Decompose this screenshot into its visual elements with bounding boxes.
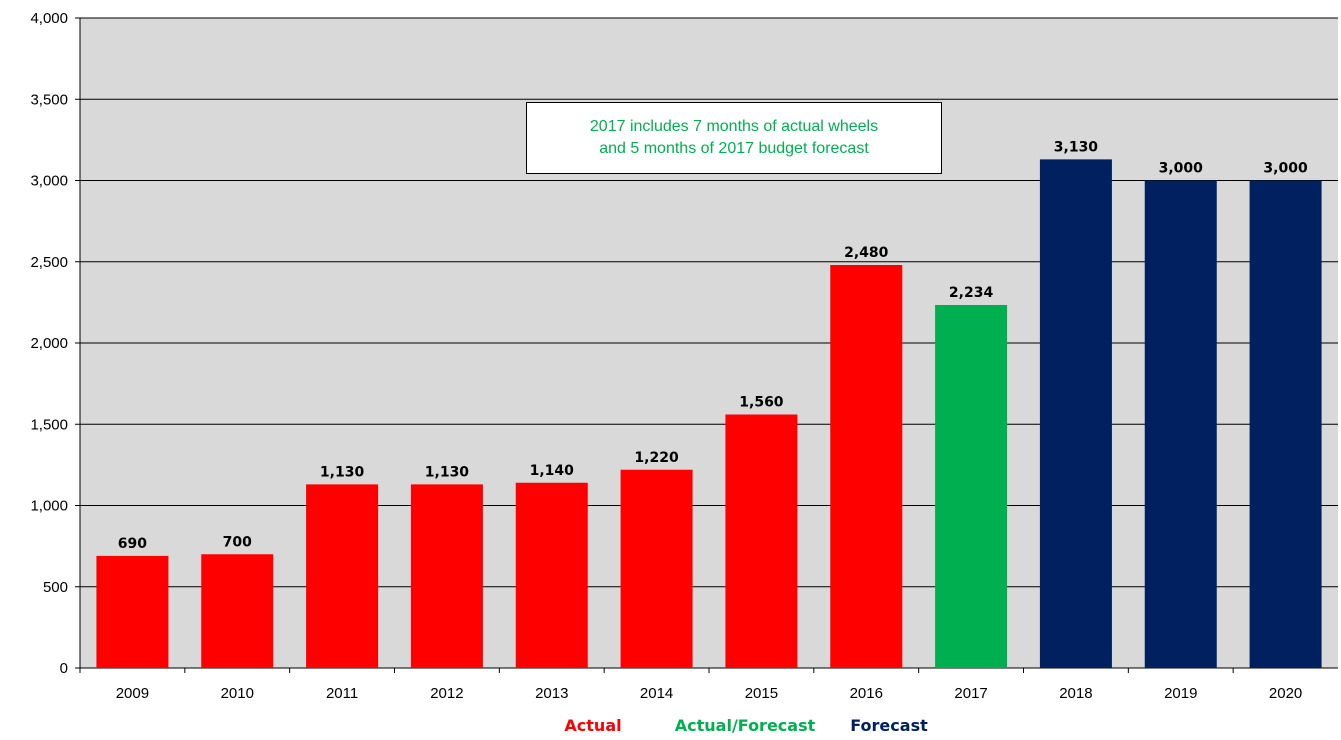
data-label-2015: 1,560 [739,395,784,411]
bar-2009 [96,555,169,668]
bar-2013 [515,482,588,668]
y-tick-label: 2,000 [30,335,68,352]
x-tick-label-2012: 2012 [430,685,463,702]
x-tick-label-2019: 2019 [1164,685,1197,702]
y-tick-label: 1,000 [30,498,68,515]
bar-2017 [935,304,1008,668]
x-tick-label-2014: 2014 [640,685,673,702]
data-label-2013: 1,140 [530,463,575,479]
bar-2019 [1144,180,1217,668]
data-label-2017: 2,234 [949,285,994,301]
data-label-2014: 1,220 [634,450,679,466]
x-tick-label-2016: 2016 [850,685,883,702]
data-label-2018: 3,130 [1054,139,1099,155]
x-tick-label-2020: 2020 [1269,685,1302,702]
x-tick-label-2017: 2017 [954,685,987,702]
annotation-line-2: and 5 months of 2017 budget forecast [599,140,869,157]
bar-2016 [830,265,903,668]
annotation-line-1: 2017 includes 7 months of actual wheels [589,118,879,135]
y-tick-label: 1,500 [30,416,68,433]
data-label-2016: 2,480 [844,245,889,261]
data-label-2019: 3,000 [1159,161,1204,177]
legend-item-actual-forecast: Actual/Forecast [675,716,816,735]
x-tick-label-2013: 2013 [535,685,568,702]
data-label-2011: 1,130 [320,464,365,480]
x-tick-label-2018: 2018 [1059,685,1092,702]
y-tick-label: 500 [43,579,68,596]
data-label-2009: 690 [118,536,147,552]
annotation-box: 2017 includes 7 months of actual wheels … [526,102,942,174]
y-tick-label: 2,500 [30,254,68,271]
bar-2015 [725,414,798,668]
y-tick-label: 0 [60,660,68,677]
legend-item-actual: Actual [564,716,621,735]
bar-2012 [410,484,483,668]
bar-2020 [1249,180,1322,668]
y-tick-label: 4,000 [30,10,68,27]
bar-2018 [1039,159,1112,668]
y-tick-label: 3,500 [30,91,68,108]
x-tick-label-2015: 2015 [745,685,778,702]
x-tick-label-2010: 2010 [221,685,254,702]
y-tick-label: 3,000 [30,173,68,190]
data-label-2020: 3,000 [1263,161,1308,177]
x-tick-label-2011: 2011 [326,685,358,702]
bar-2011 [306,484,379,668]
legend-item-forecast: Forecast [850,716,928,735]
data-label-2010: 700 [223,534,252,550]
bar-2010 [201,554,274,668]
x-tick-label-2009: 2009 [116,685,149,702]
data-label-2012: 1,130 [425,464,470,480]
bar-2014 [620,469,693,668]
